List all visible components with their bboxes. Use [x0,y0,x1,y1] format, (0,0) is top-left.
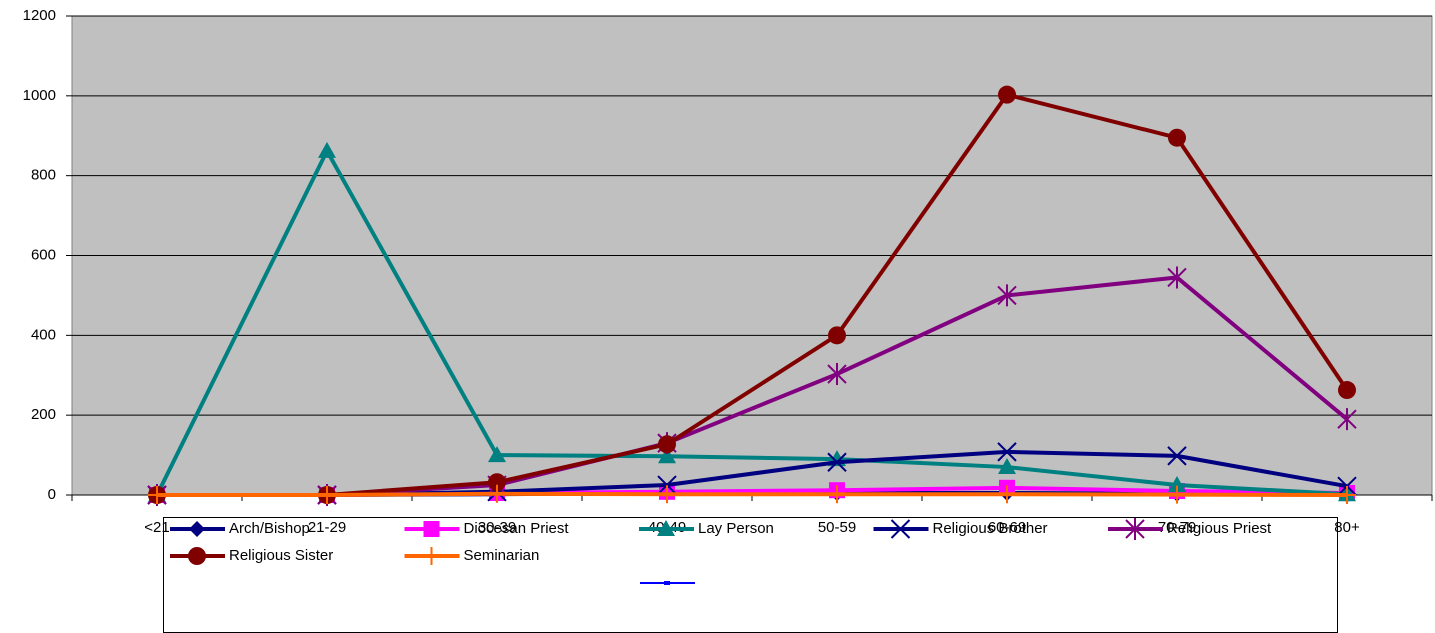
y-tick-label: 1000 [23,87,56,104]
legend-entry: Diocesan Priest [404,520,570,537]
x-tick-label: 60-69 [988,519,1026,536]
legend-label: Diocesan Priest [464,520,570,537]
marker [1338,486,1356,504]
marker [997,442,1017,462]
marker [827,452,847,472]
marker [890,519,911,539]
y-tick-label: 1200 [23,7,56,24]
x-tick-label: 30-39 [478,519,516,536]
x-tick-label: <21 [144,519,169,536]
marker [1167,266,1187,289]
marker [1168,128,1186,147]
marker [658,485,676,504]
marker [658,447,676,464]
legend-label: Lay Person [698,520,774,537]
marker [488,473,506,492]
legend-label: Arch/Bishop [229,520,310,537]
marker [997,284,1017,307]
y-tick-label: 600 [31,246,56,263]
marker [827,363,847,386]
y-tick-label: 200 [31,406,56,423]
marker [488,484,506,503]
x-tick-label: 21-29 [308,519,346,536]
marker [657,520,675,536]
marker [828,485,846,504]
marker [189,521,205,537]
marker [422,547,441,565]
legend-label: Religious Brother [933,520,1048,537]
series [148,484,1356,504]
legend-unnamed-entry [640,581,695,585]
marker [1167,446,1187,466]
x-tick-label: 80+ [1334,519,1360,536]
marker [828,326,846,345]
marker [423,521,440,537]
marker [1168,485,1186,504]
series-line [157,491,1348,497]
legend-entry: Lay Person [639,520,774,537]
marker [188,547,206,565]
legend-label: Religious Sister [229,547,333,564]
marker [318,486,336,504]
legend-entry: Arch/Bishop [170,520,310,537]
marker [998,85,1016,104]
marker [658,435,676,454]
marker [998,458,1016,475]
marker [998,485,1016,504]
y-tick-label: 0 [48,486,56,503]
y-tick-label: 400 [31,326,56,343]
legend-entry: Religious Sister [170,547,333,565]
x-tick-label: 70-79 [1158,519,1196,536]
marker [1337,408,1357,431]
legend-label: Seminarian [464,547,540,564]
marker [148,486,166,504]
x-tick-label: 50-59 [818,519,856,536]
marker [318,141,336,158]
marker [1338,381,1356,400]
y-tick-label: 800 [31,167,56,184]
legend-entry: Religious Priest [1108,518,1272,540]
marker [657,475,677,495]
legend-label: Religious Priest [1167,520,1272,537]
legend-entry: Seminarian [404,547,540,565]
legend-entry: Religious Brother [873,519,1048,539]
marker [1125,518,1145,540]
marker [488,446,506,463]
marker [1168,476,1186,493]
series-line [155,146,1348,497]
